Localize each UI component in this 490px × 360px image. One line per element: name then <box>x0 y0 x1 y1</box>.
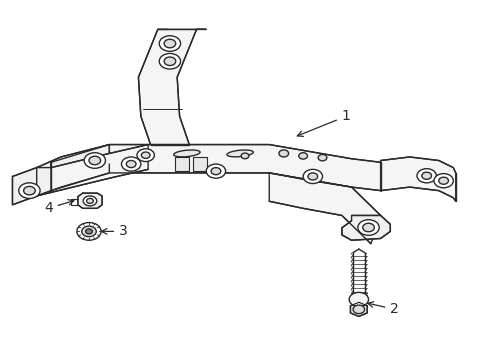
Circle shape <box>24 186 35 195</box>
Polygon shape <box>37 145 109 196</box>
Text: 1: 1 <box>297 109 351 136</box>
Circle shape <box>122 157 141 171</box>
Circle shape <box>86 229 93 234</box>
Circle shape <box>77 222 101 240</box>
Circle shape <box>434 174 453 188</box>
Text: 3: 3 <box>101 224 128 238</box>
Polygon shape <box>12 162 51 205</box>
Circle shape <box>308 173 318 180</box>
Circle shape <box>363 223 374 232</box>
Circle shape <box>164 57 176 66</box>
Polygon shape <box>51 145 148 192</box>
Circle shape <box>318 154 327 161</box>
Circle shape <box>159 54 181 69</box>
Circle shape <box>89 156 100 165</box>
Circle shape <box>82 226 96 237</box>
Circle shape <box>87 198 94 203</box>
Ellipse shape <box>227 150 253 157</box>
Circle shape <box>206 164 225 178</box>
Polygon shape <box>269 173 381 244</box>
Bar <box>175 157 189 171</box>
Circle shape <box>137 149 154 162</box>
Circle shape <box>279 150 289 157</box>
Polygon shape <box>342 215 391 240</box>
Circle shape <box>299 153 308 159</box>
Circle shape <box>303 169 322 184</box>
Text: 4: 4 <box>44 200 74 215</box>
Circle shape <box>159 36 181 51</box>
Circle shape <box>84 153 105 168</box>
Circle shape <box>417 168 437 183</box>
Circle shape <box>19 183 40 198</box>
Text: 2: 2 <box>368 302 399 316</box>
Circle shape <box>241 153 249 159</box>
Circle shape <box>83 196 97 206</box>
Polygon shape <box>381 157 456 201</box>
Circle shape <box>211 168 221 175</box>
Polygon shape <box>51 145 381 191</box>
Polygon shape <box>138 30 206 145</box>
Circle shape <box>358 220 379 235</box>
Circle shape <box>349 292 368 306</box>
Polygon shape <box>350 302 367 316</box>
Circle shape <box>353 305 365 314</box>
Circle shape <box>439 177 448 184</box>
Circle shape <box>422 172 432 179</box>
Circle shape <box>141 152 150 158</box>
Circle shape <box>164 39 176 48</box>
Ellipse shape <box>173 150 200 157</box>
Circle shape <box>126 161 136 168</box>
Bar <box>193 157 207 171</box>
Polygon shape <box>78 193 102 208</box>
